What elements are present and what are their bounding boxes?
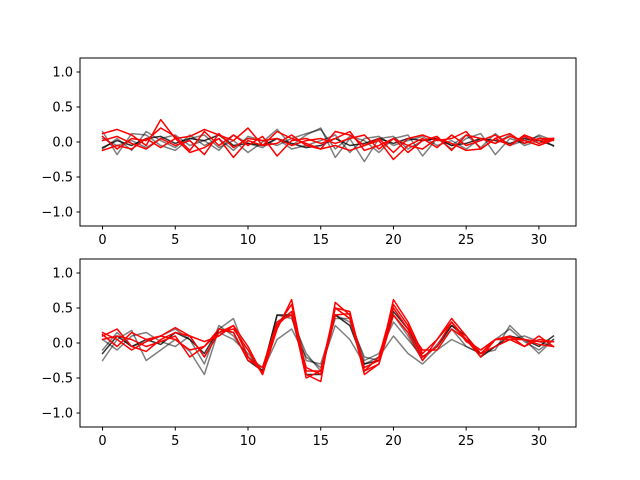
- y-tick-label: −1.0: [41, 206, 73, 221]
- series-line-3: [101, 134, 555, 149]
- series-line-7: [101, 307, 555, 379]
- series-group: [101, 118, 555, 163]
- subplot-bottom: 0 5 10 15 20 25 30 1.0 0.5 0.0 −0.5 −1.0: [41, 258, 577, 449]
- x-tick-label: 5: [171, 434, 179, 449]
- y-tick-label: −0.5: [41, 171, 73, 186]
- x-tick-label: 20: [385, 434, 402, 449]
- x-tick-label: 25: [458, 434, 475, 449]
- y-tick-label: −1.0: [41, 407, 73, 422]
- x-tick-label: 10: [240, 233, 257, 248]
- x-tick-label: 0: [98, 233, 106, 248]
- y-tick-label: −0.5: [41, 372, 73, 387]
- x-tick-label: 30: [531, 434, 548, 449]
- y-tick-label: 0.5: [52, 101, 73, 116]
- series-group: [101, 298, 555, 383]
- y-tick-label: 0.0: [52, 136, 73, 151]
- series-line-7: [101, 132, 555, 156]
- x-tick-label: 15: [312, 434, 329, 449]
- x-tick-label: 15: [312, 233, 329, 248]
- series-line-6: [101, 307, 555, 376]
- subplot-top: 0 5 10 15 20 25 30 1.0 0.5 0.0 −0.5 −1.0: [41, 57, 577, 248]
- x-tick-label: 10: [240, 434, 257, 449]
- x-tick-label: 5: [171, 233, 179, 248]
- x-tick-label: 20: [385, 233, 402, 248]
- series-line-6: [101, 134, 555, 161]
- y-tick-label: 1.0: [52, 267, 73, 282]
- y-tick-label: 0.0: [52, 337, 73, 352]
- series-line-2: [101, 134, 555, 154]
- x-tick-label: 25: [458, 233, 475, 248]
- x-tick-label: 30: [531, 233, 548, 248]
- x-tick-label: 0: [98, 434, 106, 449]
- y-tick-label: 1.0: [52, 66, 73, 81]
- y-tick-label: 0.5: [52, 302, 73, 317]
